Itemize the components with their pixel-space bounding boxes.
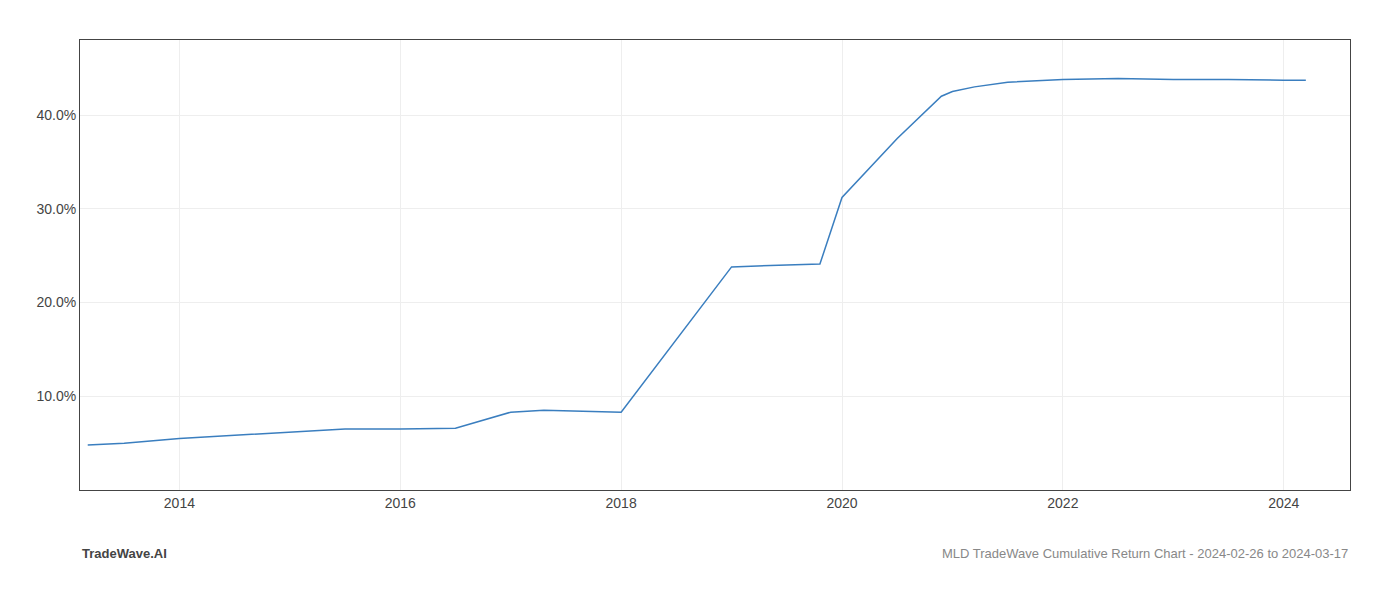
svg-text:2020: 2020 xyxy=(826,495,857,511)
svg-text:2024: 2024 xyxy=(1268,495,1299,511)
svg-text:30.0%: 30.0% xyxy=(36,201,76,217)
svg-text:10.0%: 10.0% xyxy=(36,388,76,404)
svg-text:MLD TradeWave Cumulative Retur: MLD TradeWave Cumulative Return Chart - … xyxy=(942,546,1348,561)
svg-text:2022: 2022 xyxy=(1047,495,1078,511)
svg-text:40.0%: 40.0% xyxy=(36,107,76,123)
svg-text:2014: 2014 xyxy=(164,495,195,511)
svg-text:20.0%: 20.0% xyxy=(36,294,76,310)
svg-text:2016: 2016 xyxy=(385,495,416,511)
svg-text:2018: 2018 xyxy=(606,495,637,511)
svg-text:TradeWave.AI: TradeWave.AI xyxy=(82,546,167,561)
